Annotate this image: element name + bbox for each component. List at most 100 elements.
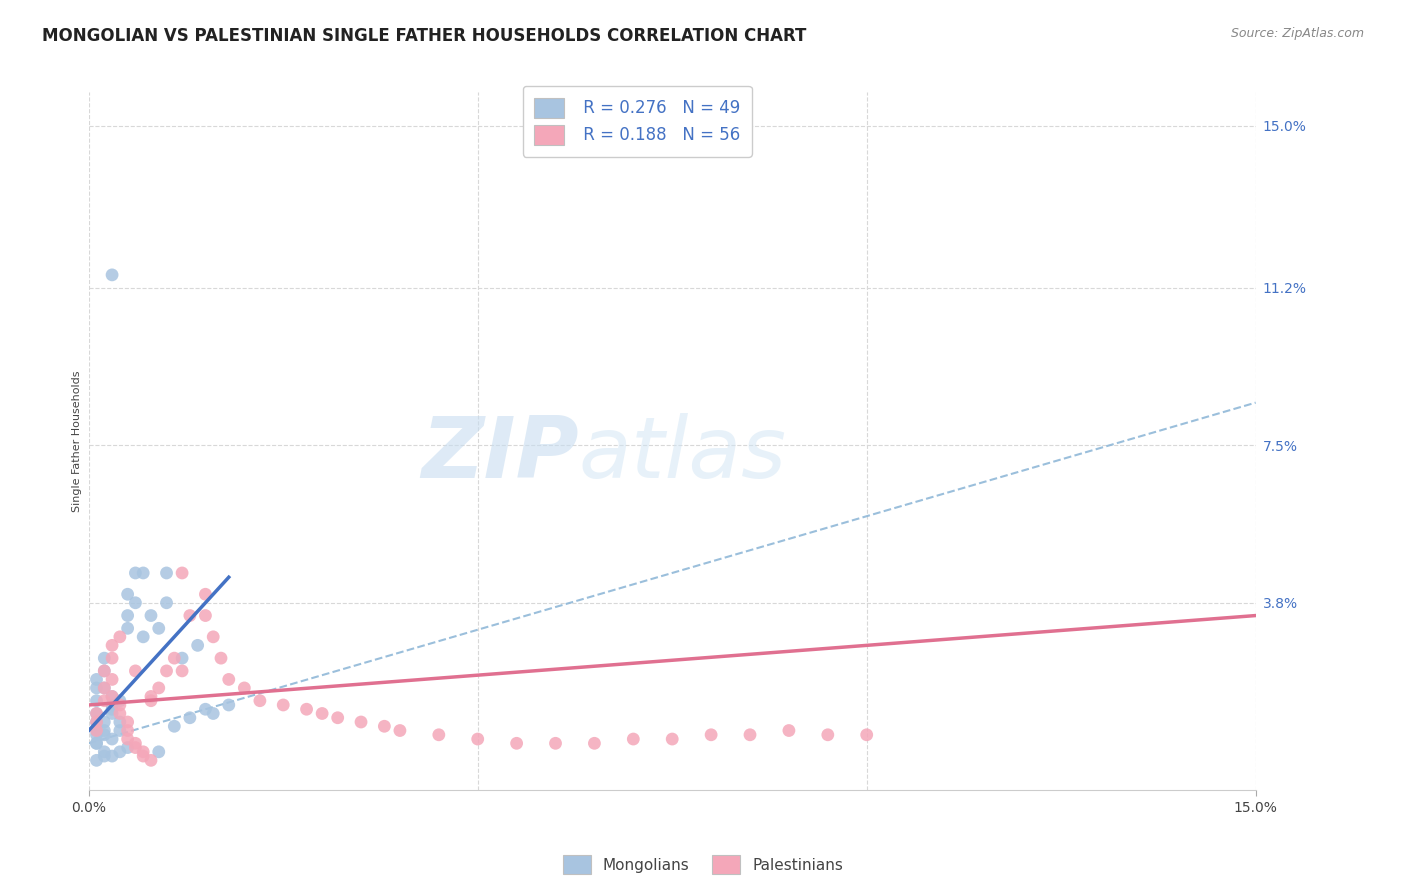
Point xyxy=(101,698,124,712)
Point xyxy=(148,745,170,759)
Point xyxy=(209,651,232,665)
Point xyxy=(778,723,800,738)
Point xyxy=(93,745,115,759)
Point xyxy=(93,728,115,742)
Point xyxy=(388,723,411,738)
Point xyxy=(139,694,162,708)
Point xyxy=(249,694,271,708)
Point xyxy=(124,740,146,755)
Point xyxy=(86,728,108,742)
Point xyxy=(108,630,131,644)
Point xyxy=(101,268,124,282)
Point xyxy=(108,698,131,712)
Point xyxy=(86,723,108,738)
Point xyxy=(93,681,115,695)
Point xyxy=(373,719,395,733)
Point xyxy=(124,566,146,580)
Point xyxy=(311,706,333,721)
Point xyxy=(187,638,209,652)
Point xyxy=(93,694,115,708)
Point xyxy=(583,736,606,750)
Point xyxy=(179,608,201,623)
Point xyxy=(101,638,124,652)
Point xyxy=(132,749,155,764)
Point xyxy=(132,630,155,644)
Point xyxy=(132,745,155,759)
Point xyxy=(101,690,124,704)
Point xyxy=(621,732,644,747)
Point xyxy=(101,651,124,665)
Point xyxy=(271,698,294,712)
Point xyxy=(467,732,489,747)
Point xyxy=(124,596,146,610)
Point xyxy=(427,728,450,742)
Point xyxy=(108,714,131,729)
Point xyxy=(233,681,256,695)
Point xyxy=(326,711,349,725)
Point xyxy=(117,587,139,601)
Point xyxy=(108,745,131,759)
Point xyxy=(124,736,146,750)
Point xyxy=(101,690,124,704)
Point xyxy=(194,587,217,601)
Point xyxy=(218,673,240,687)
Point xyxy=(93,714,115,729)
Point xyxy=(101,732,124,747)
Point xyxy=(124,664,146,678)
Point xyxy=(817,728,839,742)
Point xyxy=(179,711,201,725)
Point xyxy=(148,681,170,695)
Text: Source: ZipAtlas.com: Source: ZipAtlas.com xyxy=(1230,27,1364,40)
Point xyxy=(139,690,162,704)
Point xyxy=(163,651,186,665)
Point xyxy=(139,608,162,623)
Point xyxy=(544,736,567,750)
Text: MONGOLIAN VS PALESTINIAN SINGLE FATHER HOUSEHOLDS CORRELATION CHART: MONGOLIAN VS PALESTINIAN SINGLE FATHER H… xyxy=(42,27,807,45)
Point xyxy=(101,673,124,687)
Point xyxy=(155,664,177,678)
Point xyxy=(117,621,139,635)
Point xyxy=(86,714,108,729)
Point xyxy=(101,706,124,721)
Point xyxy=(172,664,194,678)
Point xyxy=(855,728,877,742)
Point xyxy=(202,706,225,721)
Point xyxy=(93,651,115,665)
Point xyxy=(194,702,217,716)
Point xyxy=(350,714,373,729)
Legend:  R = 0.276   N = 49,  R = 0.188   N = 56: R = 0.276 N = 49, R = 0.188 N = 56 xyxy=(523,87,752,157)
Point xyxy=(117,714,139,729)
Point xyxy=(93,749,115,764)
Point xyxy=(148,621,170,635)
Point xyxy=(93,664,115,678)
Point xyxy=(132,566,155,580)
Point xyxy=(172,566,194,580)
Point xyxy=(86,706,108,721)
Point xyxy=(155,596,177,610)
Point xyxy=(139,753,162,767)
Point xyxy=(86,723,108,738)
Point xyxy=(86,753,108,767)
Point xyxy=(163,719,186,733)
Point xyxy=(108,723,131,738)
Point xyxy=(93,681,115,695)
Point xyxy=(93,723,115,738)
Point xyxy=(101,749,124,764)
Text: atlas: atlas xyxy=(579,413,787,497)
Point xyxy=(194,608,217,623)
Point xyxy=(86,681,108,695)
Point xyxy=(505,736,527,750)
Point xyxy=(172,651,194,665)
Point xyxy=(202,630,225,644)
Point xyxy=(86,736,108,750)
Point xyxy=(155,566,177,580)
Point xyxy=(86,694,108,708)
Point xyxy=(661,732,683,747)
Point xyxy=(86,714,108,729)
Point xyxy=(117,608,139,623)
Point xyxy=(108,706,131,721)
Point xyxy=(86,706,108,721)
Point xyxy=(700,728,723,742)
Text: ZIP: ZIP xyxy=(422,413,579,497)
Point xyxy=(117,732,139,747)
